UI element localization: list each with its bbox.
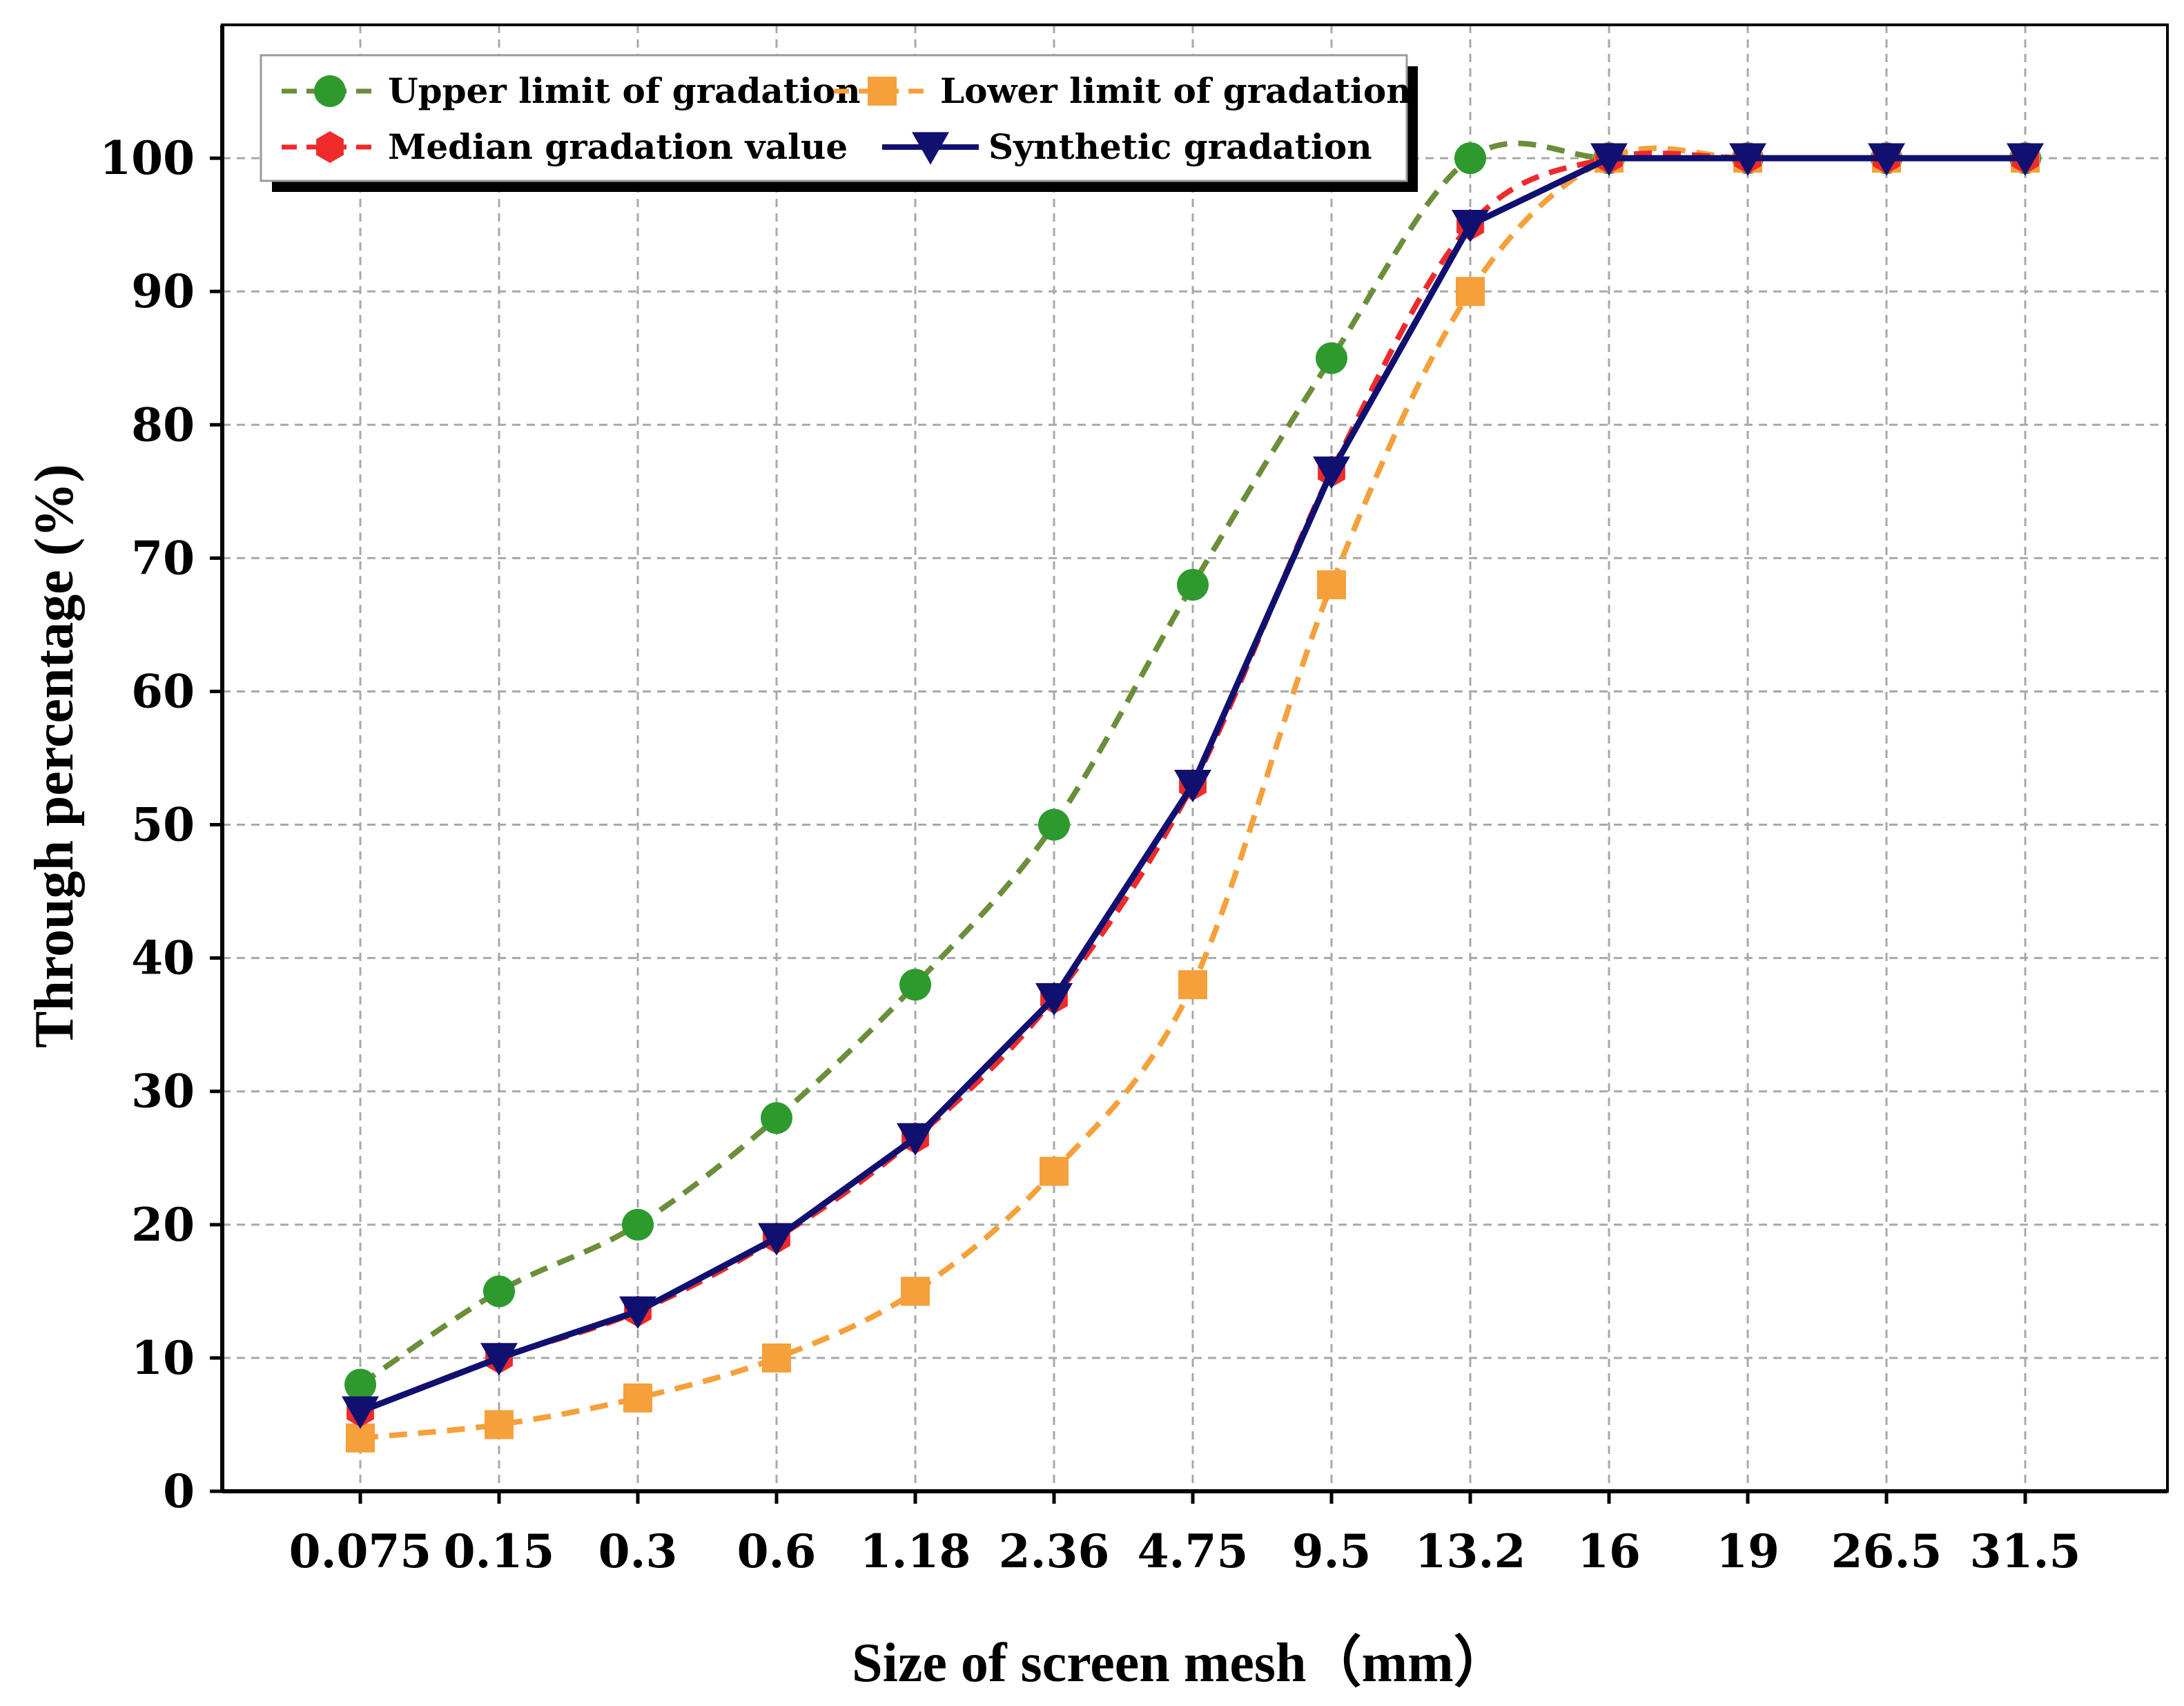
y-tick-label: 100 — [99, 131, 195, 185]
legend-box — [260, 54, 1408, 182]
legend-entry-upper-limit-of-gradation: Upper limit of gradation — [282, 70, 861, 111]
legend-entry-lower-limit-of-gradation: Lower limit of gradation — [834, 70, 1412, 111]
data-point-synthetic-gradation — [897, 1123, 934, 1156]
legend-marker-upper-limit-of-gradation — [314, 75, 346, 107]
data-point-upper-limit-of-gradation — [899, 969, 931, 1001]
data-point-synthetic-gradation — [1452, 210, 1489, 243]
data-point-synthetic-gradation — [1035, 982, 1073, 1016]
x-axis-title: Size of screen mesh（mm） — [852, 1633, 1509, 1694]
data-point-upper-limit-of-gradation — [483, 1275, 515, 1308]
y-tick-label: 50 — [131, 798, 195, 852]
data-point-lower-limit-of-gradation — [1456, 277, 1485, 307]
data-point-upper-limit-of-gradation — [1177, 568, 1209, 601]
data-point-synthetic-gradation — [758, 1223, 795, 1256]
data-point-upper-limit-of-gradation — [1038, 808, 1070, 841]
data-point-lower-limit-of-gradation — [1040, 1156, 1069, 1186]
x-tick-label: 1.18 — [860, 1524, 971, 1578]
x-tick-label: 9.5 — [1292, 1524, 1372, 1578]
x-tick-label: 4.75 — [1138, 1524, 1249, 1578]
legend-entry-synthetic-gradation: Synthetic gradation — [882, 126, 1372, 167]
y-tick-label: 10 — [131, 1331, 195, 1385]
x-tick-label: 31.5 — [1970, 1524, 2081, 1578]
x-tick-label: 16 — [1577, 1524, 1641, 1578]
data-point-upper-limit-of-gradation — [622, 1208, 654, 1241]
y-tick-label: 0 — [163, 1464, 195, 1518]
x-tick-label: 0.15 — [444, 1524, 555, 1578]
legend: Upper limit of gradation Lower limit of g… — [260, 54, 1418, 192]
x-tick-label: 0.6 — [737, 1524, 817, 1578]
legend-label: Median gradation value — [388, 126, 848, 167]
tick-labels: 0 10 20 30 40 50 60 70 80 90 100 0.075 0.15 0.3 0.6 1.1… — [99, 131, 2080, 1578]
y-tick-label: 70 — [131, 531, 195, 585]
data-point-lower-limit-of-gradation — [901, 1277, 930, 1306]
data-point-upper-limit-of-gradation — [1316, 342, 1347, 374]
x-tick-label: 26.5 — [1831, 1524, 1942, 1578]
legend-label: Lower limit of gradation — [940, 70, 1412, 111]
series-layer — [342, 140, 2044, 1453]
data-point-synthetic-gradation — [480, 1343, 518, 1376]
data-point-upper-limit-of-gradation — [344, 1368, 376, 1401]
data-point-lower-limit-of-gradation — [1317, 570, 1346, 599]
y-axis-title: Through percentage (%) — [24, 464, 85, 1048]
data-point-synthetic-gradation — [342, 1396, 379, 1429]
data-point-lower-limit-of-gradation — [623, 1383, 652, 1413]
y-tick-label: 90 — [131, 264, 195, 318]
data-point-lower-limit-of-gradation — [762, 1343, 791, 1373]
x-tick-label: 0.3 — [598, 1524, 678, 1578]
legend-marker-median-gradation-value — [316, 131, 344, 163]
data-point-lower-limit-of-gradation — [1178, 970, 1207, 1000]
data-point-synthetic-gradation — [2007, 143, 2044, 176]
data-point-synthetic-gradation — [1174, 770, 1211, 803]
series-synthetic-gradation — [342, 143, 2044, 1429]
y-tick-label: 60 — [131, 664, 195, 718]
grid — [222, 25, 2167, 1491]
data-point-synthetic-gradation — [619, 1296, 656, 1329]
legend-label: Upper limit of gradation — [388, 70, 861, 111]
legend-marker-synthetic-gradation — [912, 132, 949, 165]
y-tick-label: 30 — [131, 1065, 195, 1118]
legend-entry-median-gradation-value: Median gradation value — [282, 126, 848, 167]
x-tick-label: 0.075 — [289, 1524, 432, 1578]
axes — [210, 23, 2169, 1504]
x-tick-label: 2.36 — [999, 1524, 1110, 1578]
legend-label: Synthetic gradation — [988, 126, 1372, 167]
series-line-lower-limit-of-gradation — [360, 145, 2025, 1441]
plot-frame — [221, 23, 2169, 1493]
data-point-upper-limit-of-gradation — [1454, 142, 1486, 175]
y-tick-label: 80 — [131, 398, 195, 452]
data-point-synthetic-gradation — [1729, 143, 1766, 176]
legend-marker-lower-limit-of-gradation — [868, 77, 897, 106]
x-tick-label: 19 — [1716, 1524, 1780, 1578]
data-point-upper-limit-of-gradation — [761, 1102, 792, 1134]
data-point-synthetic-gradation — [1590, 143, 1628, 176]
y-tick-label: 40 — [131, 931, 195, 985]
data-point-synthetic-gradation — [1868, 143, 1905, 176]
data-point-lower-limit-of-gradation — [485, 1410, 514, 1440]
y-tick-label: 20 — [131, 1198, 195, 1252]
data-point-synthetic-gradation — [1313, 456, 1350, 489]
x-tick-label: 13.2 — [1415, 1524, 1526, 1578]
